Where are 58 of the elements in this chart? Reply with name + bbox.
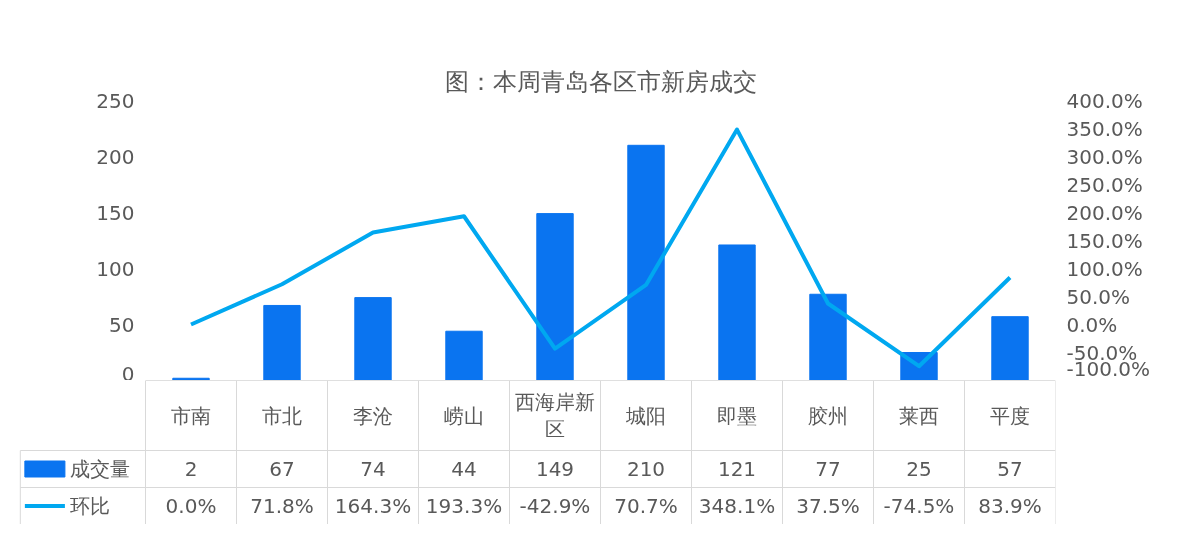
bar <box>172 377 210 380</box>
bar <box>354 297 392 380</box>
legend-label: 成交量 <box>70 457 131 481</box>
data-label: 83.9% <box>978 494 1042 518</box>
x-tick-label: 李沧 <box>353 403 393 428</box>
y2-tick-label: 100.0% <box>1066 256 1143 281</box>
data-label: 0.0% <box>165 494 217 518</box>
bar <box>991 316 1029 380</box>
bar <box>263 304 301 380</box>
legend-label: 环比 <box>70 494 111 518</box>
y2-tick-label: 150.0% <box>1066 228 1143 253</box>
data-label: 44 <box>451 457 477 481</box>
data-label: -42.9% <box>519 494 591 518</box>
bar <box>718 244 756 380</box>
data-label: 149 <box>535 457 575 481</box>
y-tick-label: 150 <box>96 200 135 225</box>
y2-tick-label: 400.0% <box>1066 88 1143 113</box>
data-label: 121 <box>717 457 757 481</box>
data-label: 74 <box>360 457 386 481</box>
x-tick-label: 平度 <box>990 403 1030 428</box>
data-label: 164.3% <box>334 494 412 518</box>
bar <box>627 144 665 380</box>
data-label: 193.3% <box>425 494 503 518</box>
data-label: 71.8% <box>250 494 314 518</box>
data-label: 348.1% <box>698 494 776 518</box>
data-label: 25 <box>906 457 932 481</box>
y2-tick-label: 0.0% <box>1066 312 1118 337</box>
data-label: 57 <box>997 457 1023 481</box>
y2-tick-label: 50.0% <box>1066 284 1131 309</box>
y-tick-label: 250 <box>96 88 135 113</box>
x-tick-label: 莱西 <box>899 403 939 428</box>
x-tick-label: 西海岸新区 <box>515 390 595 441</box>
y-tick-label: 0 <box>121 361 135 386</box>
x-tick-label: 胶州 <box>808 403 848 428</box>
data-label: 37.5% <box>796 494 860 518</box>
data-label: 210 <box>626 457 666 481</box>
y-tick-label: 200 <box>96 144 135 169</box>
chart-title: 图：本周青岛各区市新房成交 <box>444 67 757 96</box>
bar <box>445 330 483 380</box>
data-label: 77 <box>815 457 841 481</box>
x-tick-label: 崂山 <box>444 403 484 428</box>
bar <box>536 213 574 380</box>
line-series <box>189 127 1012 369</box>
y2-tick-label: 350.0% <box>1066 116 1143 141</box>
y-tick-label: 100 <box>96 256 135 281</box>
y2-tick-label: 200.0% <box>1066 200 1143 225</box>
y2-tick-label: 300.0% <box>1066 144 1143 169</box>
x-tick-label: 市北 <box>262 403 302 428</box>
x-tick-label: 城阳 <box>625 403 666 428</box>
data-label: 70.7% <box>614 494 678 518</box>
data-label: 2 <box>184 457 198 481</box>
data-label: -74.5% <box>883 494 955 518</box>
y-tick-label: 50 <box>109 312 135 337</box>
data-label: 67 <box>269 457 295 481</box>
y2-tick-label: 250.0% <box>1066 172 1143 197</box>
x-tick-label: 市南 <box>171 403 211 428</box>
x-tick-label: 即墨 <box>717 403 757 428</box>
bar <box>809 293 847 380</box>
